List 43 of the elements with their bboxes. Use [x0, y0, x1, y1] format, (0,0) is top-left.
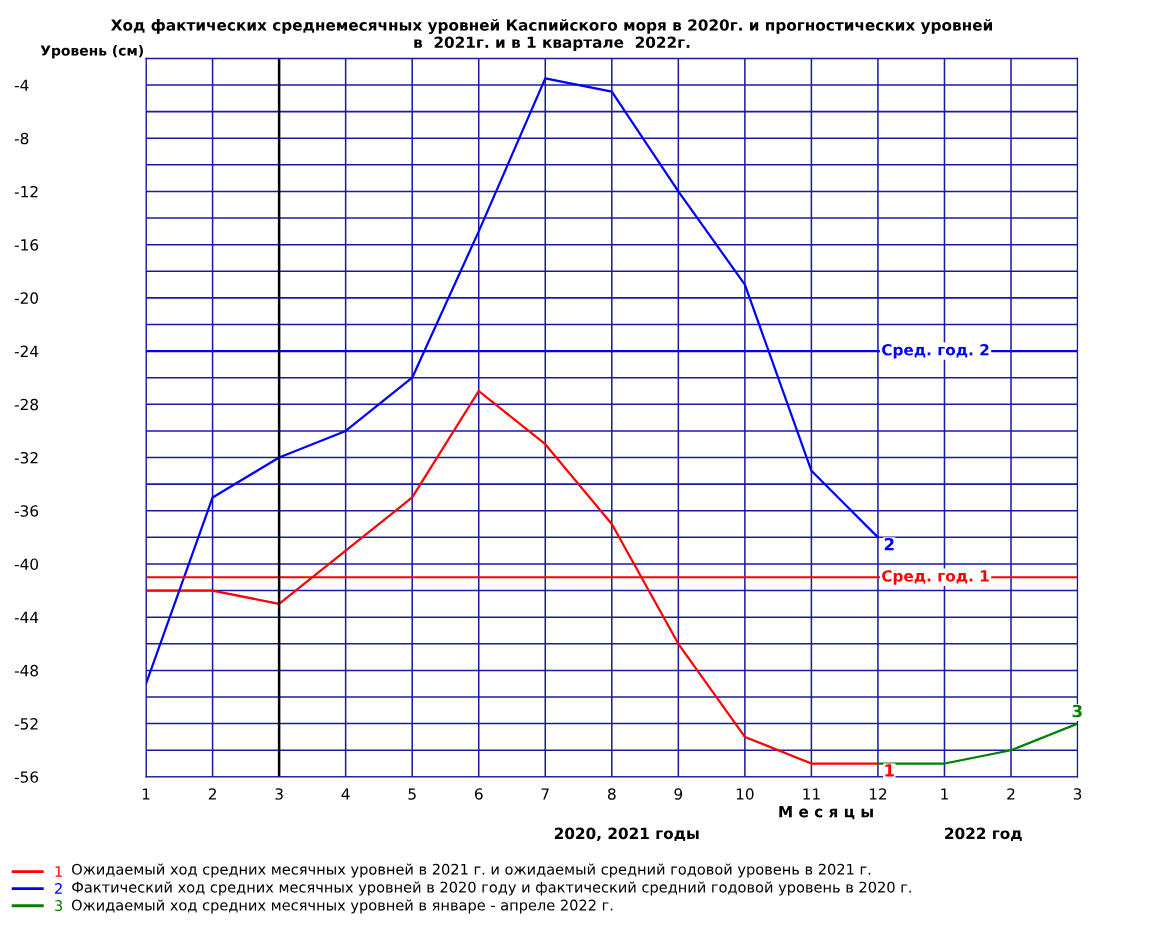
x-tick-label: 3: [1073, 788, 1082, 800]
y-tick-label: -32: [14, 451, 38, 464]
x-tick-label: 3: [275, 788, 283, 800]
y-tick-label: -4: [14, 79, 29, 91]
y-tick-label: -20: [14, 292, 39, 304]
y-tick-label: -28: [14, 398, 39, 411]
y-tick-label: -16: [14, 239, 39, 251]
legend-label: 2: [55, 882, 62, 894]
text: 3: [1072, 704, 1082, 718]
text: Фактический ход средних месячных уровней в 2020 году и фактический средний годовой уровень в 2020 г.: [72, 881, 911, 896]
y-tick-label: -8: [14, 132, 29, 145]
x-tick-label: 2: [1007, 788, 1015, 800]
y-tick-label: -36: [14, 505, 39, 517]
y-tick-label: -52: [14, 718, 38, 730]
text: Ожидаемый ход средних месячных уровней в январе - апреле 2022 г.: [71, 899, 613, 914]
y-tick-label: -48: [14, 664, 39, 677]
legend-label: 1: [55, 866, 62, 877]
text: Ожидаемый ход средних месячных уровней в 2021 г. и ожидаемый средний годовой уровень в 2021 г.: [72, 863, 871, 878]
y-tick-label: -56: [14, 771, 39, 783]
x-tick-label: 1: [941, 788, 948, 800]
category-label: 2: [884, 537, 894, 551]
x-tick-label: 10: [736, 788, 754, 800]
y-tick-label: -40: [14, 558, 39, 570]
x-tick-label: 2: [208, 788, 216, 800]
ref-line-label: Сред. год. 1: [882, 570, 989, 585]
category-label: 1: [885, 764, 894, 777]
x-tick-label: 6: [474, 788, 483, 800]
x-tick-label: 12: [869, 788, 887, 800]
y-tick-label: -24: [14, 345, 39, 357]
legend-label: 3: [55, 900, 63, 912]
y-tick-label: -44: [14, 611, 39, 623]
text: 2020, 2021 годы: [554, 827, 699, 842]
x-tick-label: 5: [408, 788, 416, 800]
x-tick-label: 11: [803, 788, 820, 800]
x-axis-title: М е с я ц ы: [779, 806, 873, 820]
y-tick-label: -12: [14, 185, 38, 198]
x-tick-label: 7: [541, 788, 549, 800]
ref-line-label: Сред. год. 2: [882, 343, 989, 359]
text: 2022 год: [945, 827, 1022, 842]
x-tick-label: 9: [674, 788, 683, 800]
x-tick-label: 4: [341, 788, 350, 800]
x-tick-label: 1: [142, 788, 150, 800]
x-tick-label: 8: [607, 788, 616, 800]
